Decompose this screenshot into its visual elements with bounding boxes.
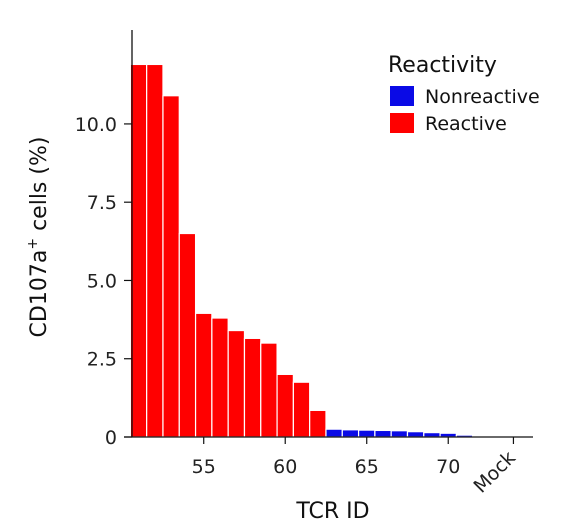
bar-53 [162, 95, 180, 438]
legend-label-reactive: Reactive [425, 113, 507, 135]
y-tick-label: 2.5 [87, 349, 117, 371]
y-axis-title-main: CD107a [27, 250, 52, 338]
y-tick-label: 7.5 [87, 192, 117, 214]
bar-57 [227, 329, 246, 438]
bar-67 [390, 430, 409, 438]
y-axis-title-rest: cells (%) [27, 137, 52, 238]
bar-61 [292, 381, 311, 438]
x-ticks-group: 55 60 65 70 Mock [192, 437, 520, 498]
bar-60 [276, 373, 294, 438]
bar-63 [325, 428, 343, 438]
bar-54 [178, 232, 197, 438]
y-tick-label: 5.0 [87, 270, 117, 292]
x-tick-label: 60 [273, 456, 297, 478]
y-ticks-group: 0 2.5 5.0 7.5 10.0 [75, 114, 132, 449]
bar-52 [146, 63, 164, 438]
x-axis-title: TCR ID [295, 499, 369, 524]
x-tick-label: 55 [192, 456, 216, 478]
x-tick-label: 70 [436, 456, 460, 478]
y-tick-label: 10.0 [75, 114, 117, 136]
bar-68 [406, 431, 425, 438]
legend-swatch-reactive [390, 113, 414, 133]
bar-51 [129, 63, 148, 438]
bar-69 [423, 432, 441, 438]
legend-label-nonreactive: Nonreactive [425, 86, 540, 108]
bar-62 [309, 409, 327, 438]
bar-59 [260, 342, 278, 438]
bars-group [129, 63, 523, 439]
y-axis-title-superscript: + [25, 238, 41, 250]
legend-swatch-nonreactive [390, 86, 414, 106]
bar-56 [211, 317, 229, 438]
y-axis-title: CD107a+ cells (%) [25, 137, 52, 338]
x-tick-label: 65 [355, 456, 379, 478]
legend-title: Reactivity [388, 53, 497, 78]
bar-64 [341, 429, 360, 438]
bar-66 [374, 429, 392, 438]
y-tick-label: 0 [105, 427, 117, 449]
bar-65 [357, 429, 376, 438]
bar-55 [194, 312, 213, 438]
legend: Reactivity Nonreactive Reactive [388, 53, 540, 135]
x-tick-label: Mock [469, 447, 520, 498]
bar-58 [243, 337, 262, 438]
